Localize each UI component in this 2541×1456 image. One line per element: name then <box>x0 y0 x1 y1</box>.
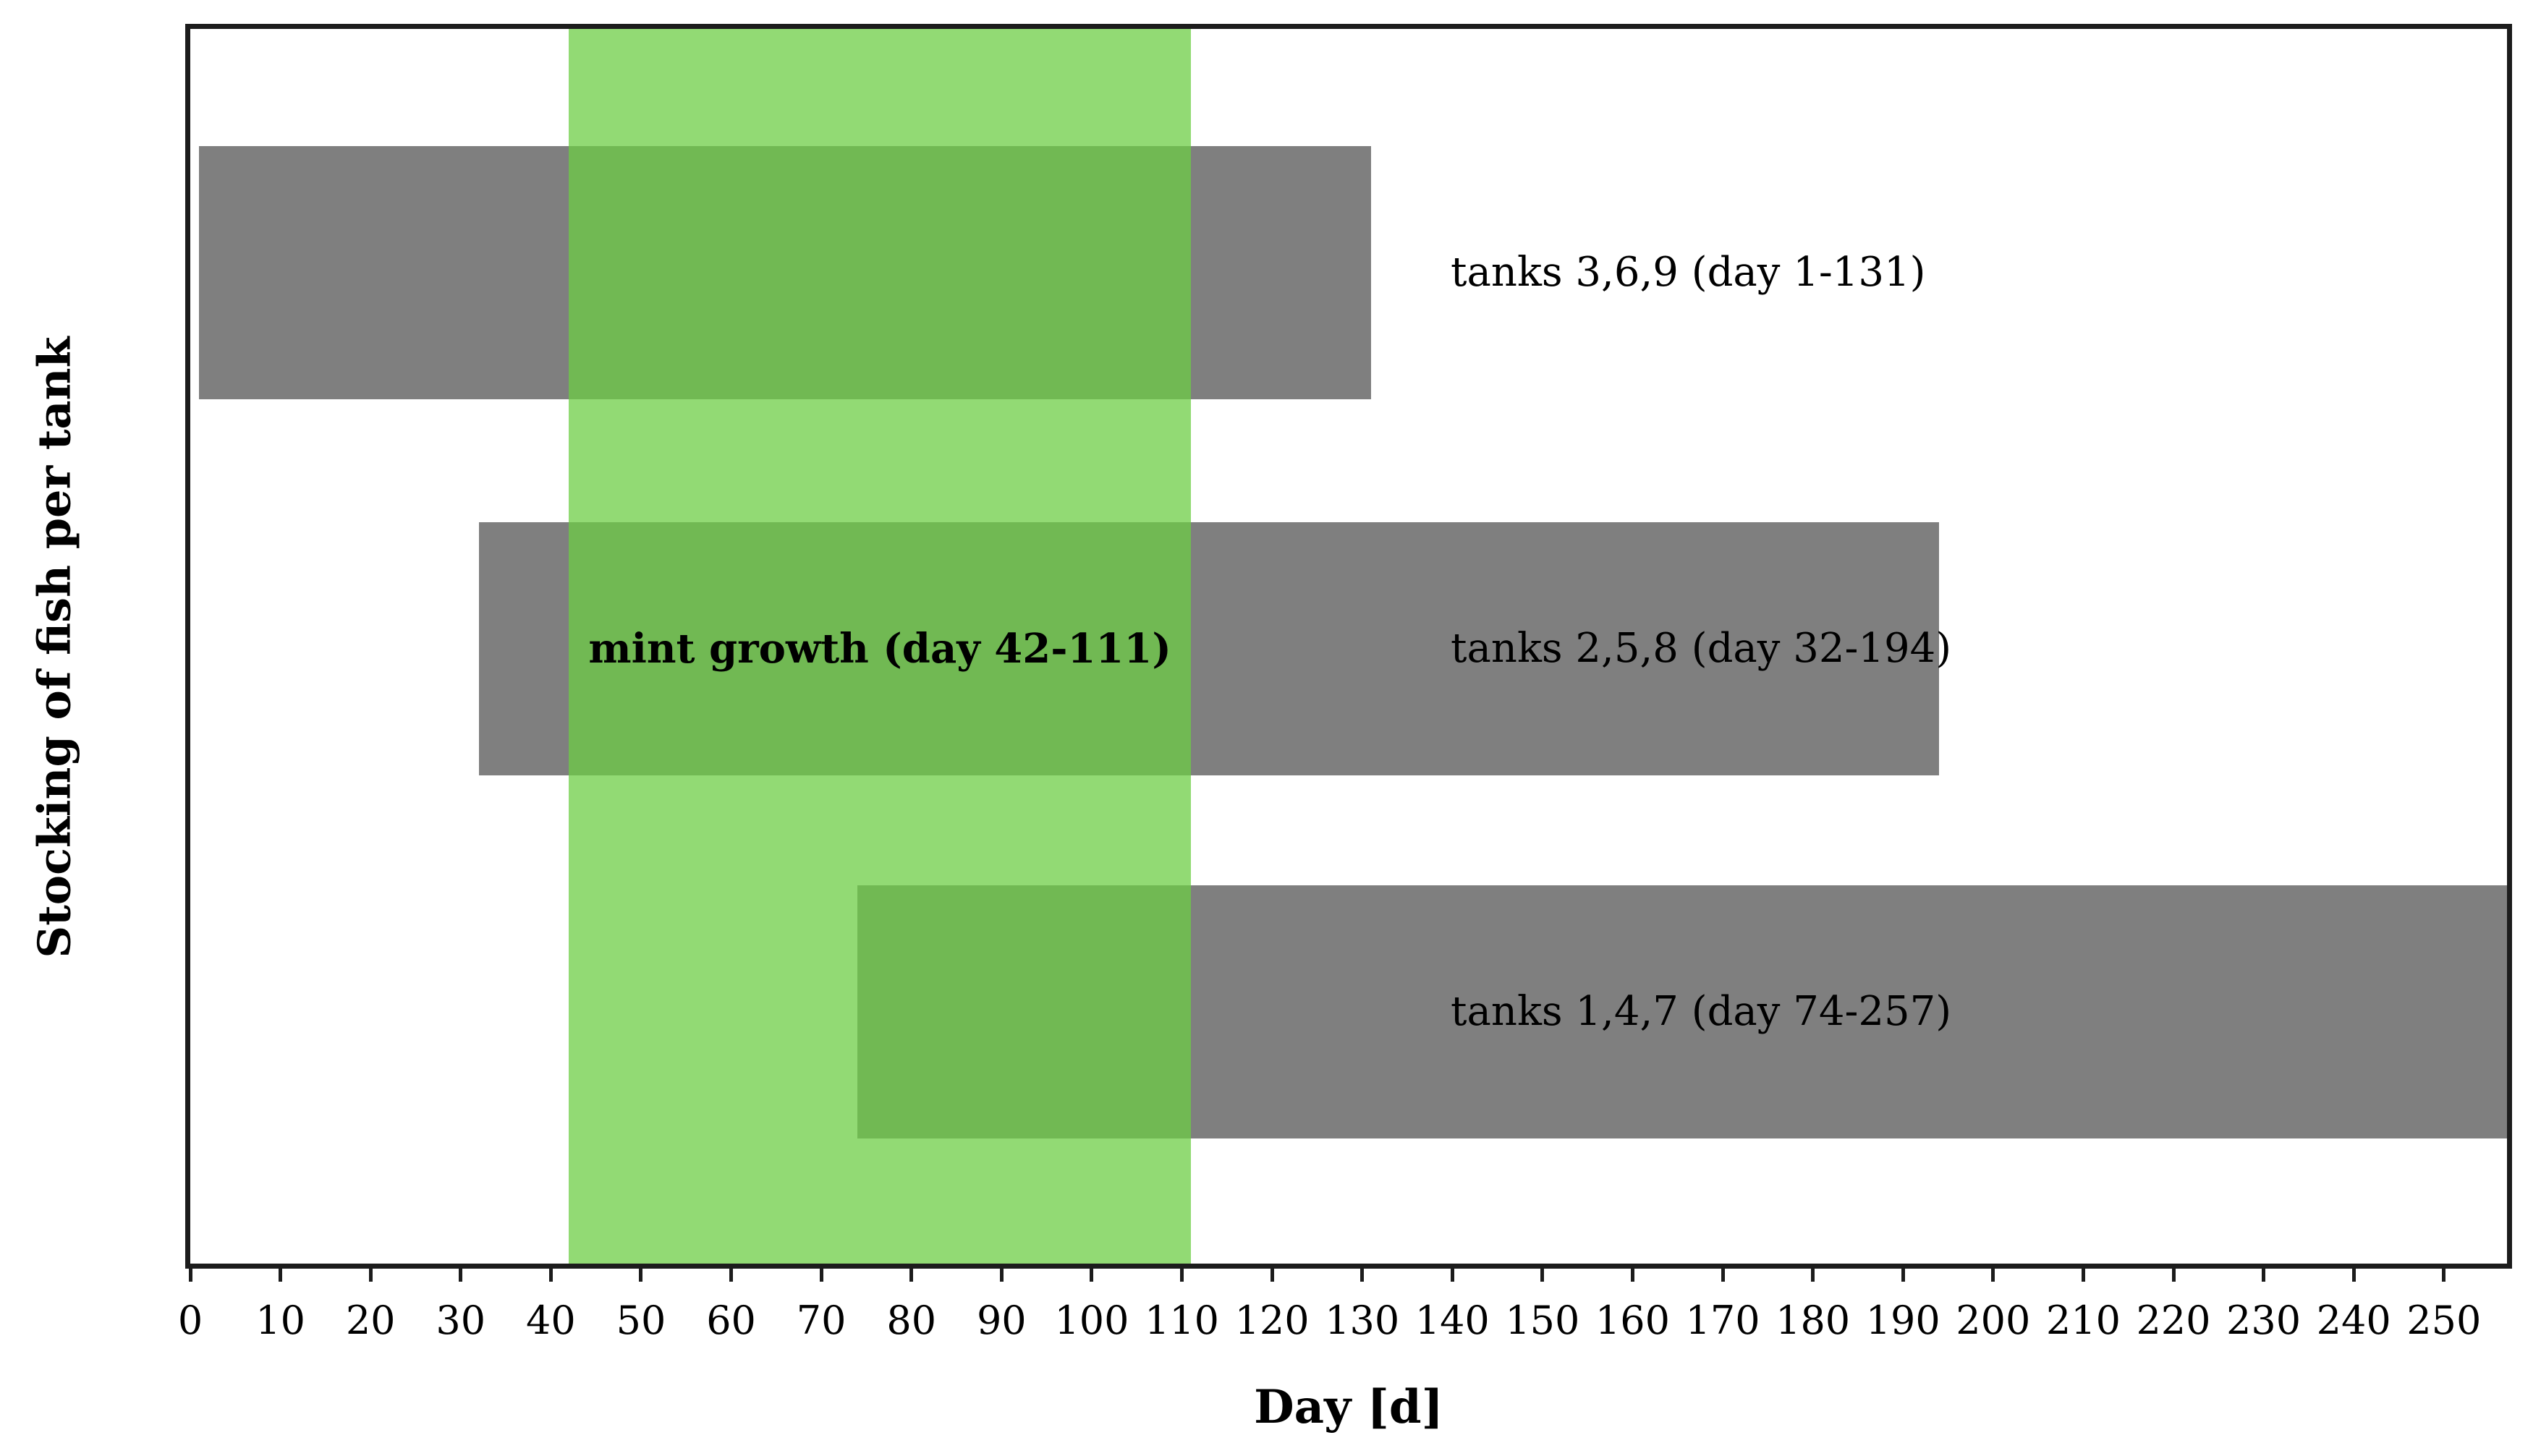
x-tick-label-210: 210 <box>2045 1298 2121 1343</box>
mint-growth-band-label: mint growth (day 42-111) <box>588 625 1171 673</box>
x-tick-160 <box>1630 1269 1634 1282</box>
x-tick-220 <box>2171 1269 2176 1282</box>
x-tick-label-160: 160 <box>1595 1298 1670 1343</box>
x-tick-label-130: 130 <box>1325 1298 1400 1343</box>
x-tick-70 <box>819 1269 823 1282</box>
x-tick-230 <box>2262 1269 2266 1282</box>
x-tick-240 <box>2351 1269 2356 1282</box>
x-tick-30 <box>459 1269 463 1282</box>
x-tick-80 <box>909 1269 914 1282</box>
x-tick-20 <box>368 1269 373 1282</box>
x-tick-label-60: 60 <box>706 1298 756 1343</box>
x-tick-100 <box>1090 1269 1094 1282</box>
x-tick-40 <box>548 1269 553 1282</box>
x-tick-210 <box>2081 1269 2085 1282</box>
x-tick-label-120: 120 <box>1234 1298 1310 1343</box>
x-tick-label-240: 240 <box>2316 1298 2391 1343</box>
x-tick-label-10: 10 <box>255 1298 305 1343</box>
x-tick-label-70: 70 <box>796 1298 847 1343</box>
x-tick-label-150: 150 <box>1505 1298 1580 1343</box>
x-tick-190 <box>1901 1269 1905 1282</box>
bar-label-tanks-2-5-8: tanks 2,5,8 (day 32-194) <box>1451 625 1952 672</box>
x-tick-0 <box>188 1269 192 1282</box>
x-tick-label-170: 170 <box>1685 1298 1760 1343</box>
x-tick-label-140: 140 <box>1414 1298 1490 1343</box>
x-tick-label-180: 180 <box>1776 1298 1851 1343</box>
x-tick-200 <box>1991 1269 1995 1282</box>
x-tick-250 <box>2442 1269 2446 1282</box>
x-tick-140 <box>1450 1269 1454 1282</box>
x-axis-title: Day [d] <box>1254 1380 1443 1434</box>
x-tick-label-0: 0 <box>177 1298 203 1343</box>
x-tick-label-250: 250 <box>2406 1298 2482 1343</box>
mint-growth-band <box>569 29 1191 1264</box>
x-tick-label-80: 80 <box>886 1298 937 1343</box>
x-tick-label-200: 200 <box>1956 1298 2031 1343</box>
x-tick-label-190: 190 <box>1865 1298 1940 1343</box>
x-tick-130 <box>1360 1269 1365 1282</box>
x-tick-150 <box>1540 1269 1545 1282</box>
x-tick-label-40: 40 <box>526 1298 576 1343</box>
x-tick-label-110: 110 <box>1144 1298 1220 1343</box>
x-tick-110 <box>1180 1269 1184 1282</box>
plot-area: tanks 3,6,9 (day 1-131) tanks 2,5,8 (day … <box>185 24 2512 1269</box>
x-tick-label-100: 100 <box>1054 1298 1129 1343</box>
x-tick-60 <box>729 1269 734 1282</box>
x-tick-90 <box>999 1269 1004 1282</box>
x-tick-10 <box>279 1269 283 1282</box>
x-tick-label-230: 230 <box>2226 1298 2302 1343</box>
x-tick-50 <box>639 1269 643 1282</box>
x-tick-label-90: 90 <box>976 1298 1027 1343</box>
x-tick-label-50: 50 <box>616 1298 666 1343</box>
x-tick-180 <box>1811 1269 1815 1282</box>
bar-label-tanks-1-4-7: tanks 1,4,7 (day 74-257) <box>1451 988 1952 1035</box>
x-tick-label-30: 30 <box>436 1298 486 1343</box>
x-tick-label-20: 20 <box>345 1298 396 1343</box>
x-tick-120 <box>1270 1269 1274 1282</box>
bar-label-tanks-3-6-9: tanks 3,6,9 (day 1-131) <box>1451 249 1926 296</box>
y-axis-title: Stocking of fish per tank <box>27 336 81 958</box>
x-tick-170 <box>1721 1269 1725 1282</box>
x-tick-label-220: 220 <box>2136 1298 2211 1343</box>
